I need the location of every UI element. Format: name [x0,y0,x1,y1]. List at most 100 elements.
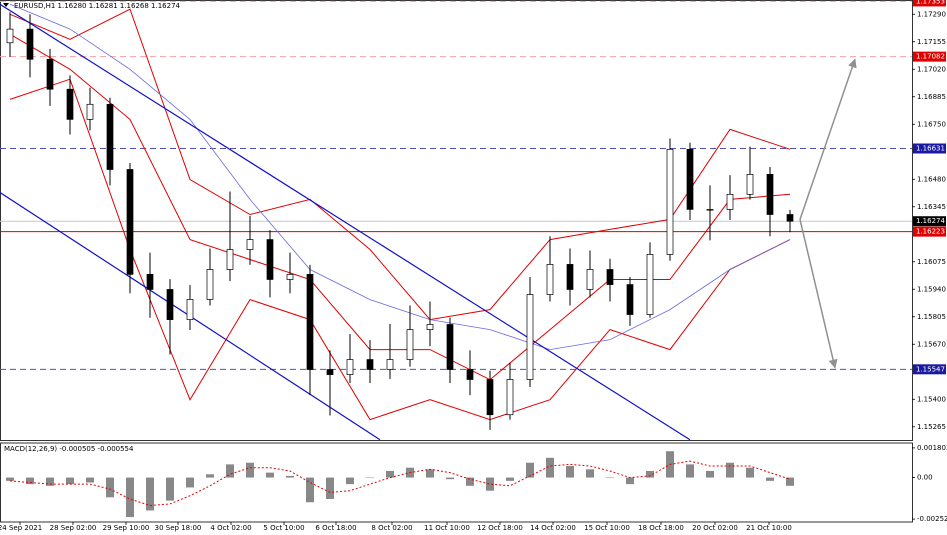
x-tick-label: 24 Sep 2021 [0,524,42,532]
macd-bar [306,477,314,503]
level-label: 1.16631 [916,145,945,153]
candle-body [286,274,294,280]
level-label: 1.17353 [916,0,945,5]
candle-body [466,369,474,380]
x-tick-label: 6 Oct 18:00 [315,524,356,532]
x-tick-label: 12 Oct 18:00 [477,524,523,532]
candle-body [746,174,754,195]
macd-bar [646,470,654,478]
candle-body [366,359,374,370]
macd-bar [346,477,354,485]
macd-bar [766,477,774,481]
overlay-line [9,33,791,381]
candle-body [386,359,394,370]
level-label: 1.17082 [916,53,945,61]
candle-body [646,254,654,315]
main-panel [0,0,913,441]
level-label-bg [913,226,946,237]
x-tick-label: 11 Oct 10:00 [424,524,470,532]
level-label-bg [913,0,946,7]
candle-body [446,324,454,370]
macd-bar [586,469,594,478]
macd-bar [6,477,14,481]
y-tick-label: 1.16750 [917,120,946,128]
candle-body [46,58,54,90]
macd-bar [126,477,134,518]
candle-body [186,299,194,320]
candle-body [306,274,314,370]
trendline [0,3,691,441]
candle-body [26,28,34,60]
candle-body [606,269,614,285]
level-label-bg [913,143,946,154]
candle-body [526,294,534,380]
candle-body [266,239,274,280]
macd-label: MACD(12,26,9) -0.000505 -0.000554 [4,445,134,453]
candle-body [126,169,134,275]
y-tick-label: 1.16480 [917,175,946,183]
x-tick-label: 14 Oct 02:00 [530,524,576,532]
candle-body [226,249,234,270]
macd-y-tick-label: 0.001803 [917,444,947,452]
candle-body [666,148,674,255]
macd-bar [186,477,194,488]
overlay-line [9,3,791,351]
macd-bar [386,470,394,478]
x-tick-label: 8 Oct 02:00 [371,524,412,532]
macd-bar [566,466,574,478]
macd-bar [66,477,74,485]
title-arrow[interactable] [3,3,9,7]
candle-body [346,359,354,375]
candle-body [766,174,774,215]
candle-body [206,269,214,300]
candle-body [706,209,714,211]
macd-bar [166,477,174,501]
level-label: 1.15547 [916,365,945,373]
macd-bar [786,477,794,486]
arrow [799,58,857,220]
macd-bar [546,457,554,478]
overlay-line [9,8,791,321]
x-tick-label: 18 Oct 18:00 [638,524,684,532]
candle-body [166,289,174,320]
macd-bar [146,477,154,511]
y-tick-label: 1.15940 [917,285,946,293]
macd-bar [26,477,34,485]
macd-y-tick-label: 0.00 [917,474,933,482]
chart-title: EURUSD,H1 1.16280 1.16281 1.16268 1.1627… [14,2,181,10]
candle-body [586,269,594,290]
macd-bar [486,477,494,491]
candle-body [486,379,494,416]
y-tick-label: 1.15265 [917,423,946,431]
x-tick-label: 20 Oct 02:00 [692,524,738,532]
y-tick-label: 1.17020 [917,65,946,73]
candle-body [566,264,574,290]
candle-body [246,239,254,250]
macd-bar [606,477,614,479]
macd-bar [46,477,54,486]
macd-bar [526,462,534,478]
level-label: 1.16274 [916,217,945,225]
candle-body [726,193,734,210]
candle-body [406,329,414,360]
y-tick-label: 1.16885 [917,93,946,101]
macd-bar [626,477,634,485]
y-tick-label: 1.17290 [917,10,946,18]
y-tick-label: 1.16345 [917,203,946,211]
macd-bar [246,462,254,478]
macd-signal [9,460,791,507]
candle-body [686,148,694,210]
level-label-bg [913,216,946,227]
x-tick-label: 21 Oct 10:00 [746,524,792,532]
x-tick-label: 29 Sep 10:00 [103,524,150,532]
macd-bar [286,475,294,478]
y-tick-label: 1.15670 [917,340,946,348]
macd-bar [706,470,714,478]
candle-body [326,369,334,375]
level-label-bg [913,51,946,62]
y-tick-label: 1.15805 [917,313,946,321]
macd-bar [366,477,374,479]
x-tick-label: 30 Sep 18:00 [155,524,202,532]
macd-panel [0,442,913,523]
candle-body [626,284,634,315]
